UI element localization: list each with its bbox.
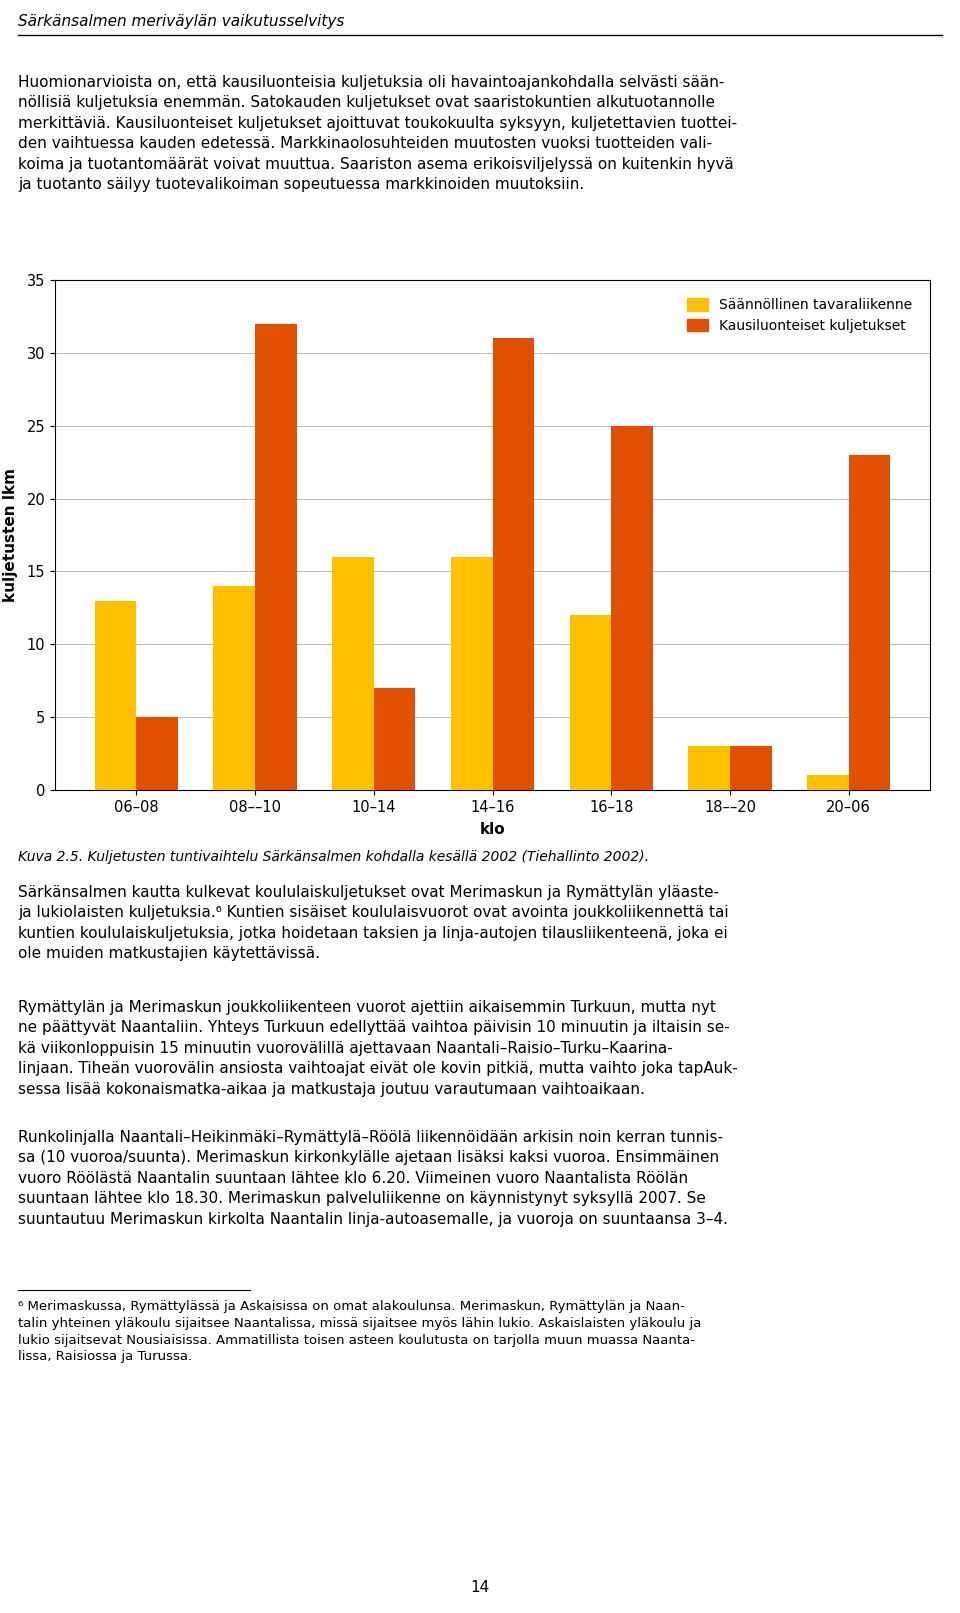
Bar	[373, 689, 416, 790]
Bar	[332, 556, 373, 790]
Text: ⁶ Merimaskussa, Rymättylässä ja Askaisissa on omat alakoulunsa. Merimaskun, Rymä: ⁶ Merimaskussa, Rymättylässä ja Askaisis…	[18, 1300, 702, 1363]
Bar	[255, 324, 297, 790]
Bar	[730, 747, 772, 790]
Bar	[95, 600, 136, 790]
Text: Särkänsalmen kautta kulkevat koululaiskuljetukset ovat Merimaskun ja Rymättylän : Särkänsalmen kautta kulkevat koululaisku…	[18, 886, 729, 961]
Bar	[688, 747, 730, 790]
Text: Särkänsalmen meriväylän vaikutusselvitys: Särkänsalmen meriväylän vaikutusselvitys	[18, 15, 345, 29]
Bar	[612, 426, 653, 790]
Text: Kuva 2.5. Kuljetusten tuntivaihtelu Särkänsalmen kohdalla kesällä 2002 (Tiehalli: Kuva 2.5. Kuljetusten tuntivaihtelu Särk…	[18, 850, 649, 865]
X-axis label: klo: klo	[480, 821, 505, 837]
Text: Runkolinjalla Naantali–Heikinmäki–Rymättylä–Röölä liikennöidään arkisin noin ker: Runkolinjalla Naantali–Heikinmäki–Rymätt…	[18, 1131, 728, 1226]
Bar	[136, 718, 178, 790]
Bar	[451, 556, 492, 790]
Legend: Säännöllinen tavaraliikenne, Kausiluonteiset kuljetukset: Säännöllinen tavaraliikenne, Kausiluonte…	[676, 287, 924, 344]
Bar	[492, 339, 534, 790]
Bar	[849, 455, 890, 790]
Text: Huomionarvioista on, että kausiluonteisia kuljetuksia oli havaintoajankohdalla s: Huomionarvioista on, että kausiluonteisi…	[18, 74, 737, 192]
Bar	[569, 615, 612, 790]
Bar	[807, 776, 849, 790]
Bar	[213, 586, 255, 790]
Text: Rymättylän ja Merimaskun joukkoliikenteen vuorot ajettiin aikaisemmin Turkuun, m: Rymättylän ja Merimaskun joukkoliikentee…	[18, 1000, 737, 1097]
Text: 14: 14	[470, 1581, 490, 1595]
Y-axis label: kuljetusten lkm: kuljetusten lkm	[3, 468, 18, 602]
